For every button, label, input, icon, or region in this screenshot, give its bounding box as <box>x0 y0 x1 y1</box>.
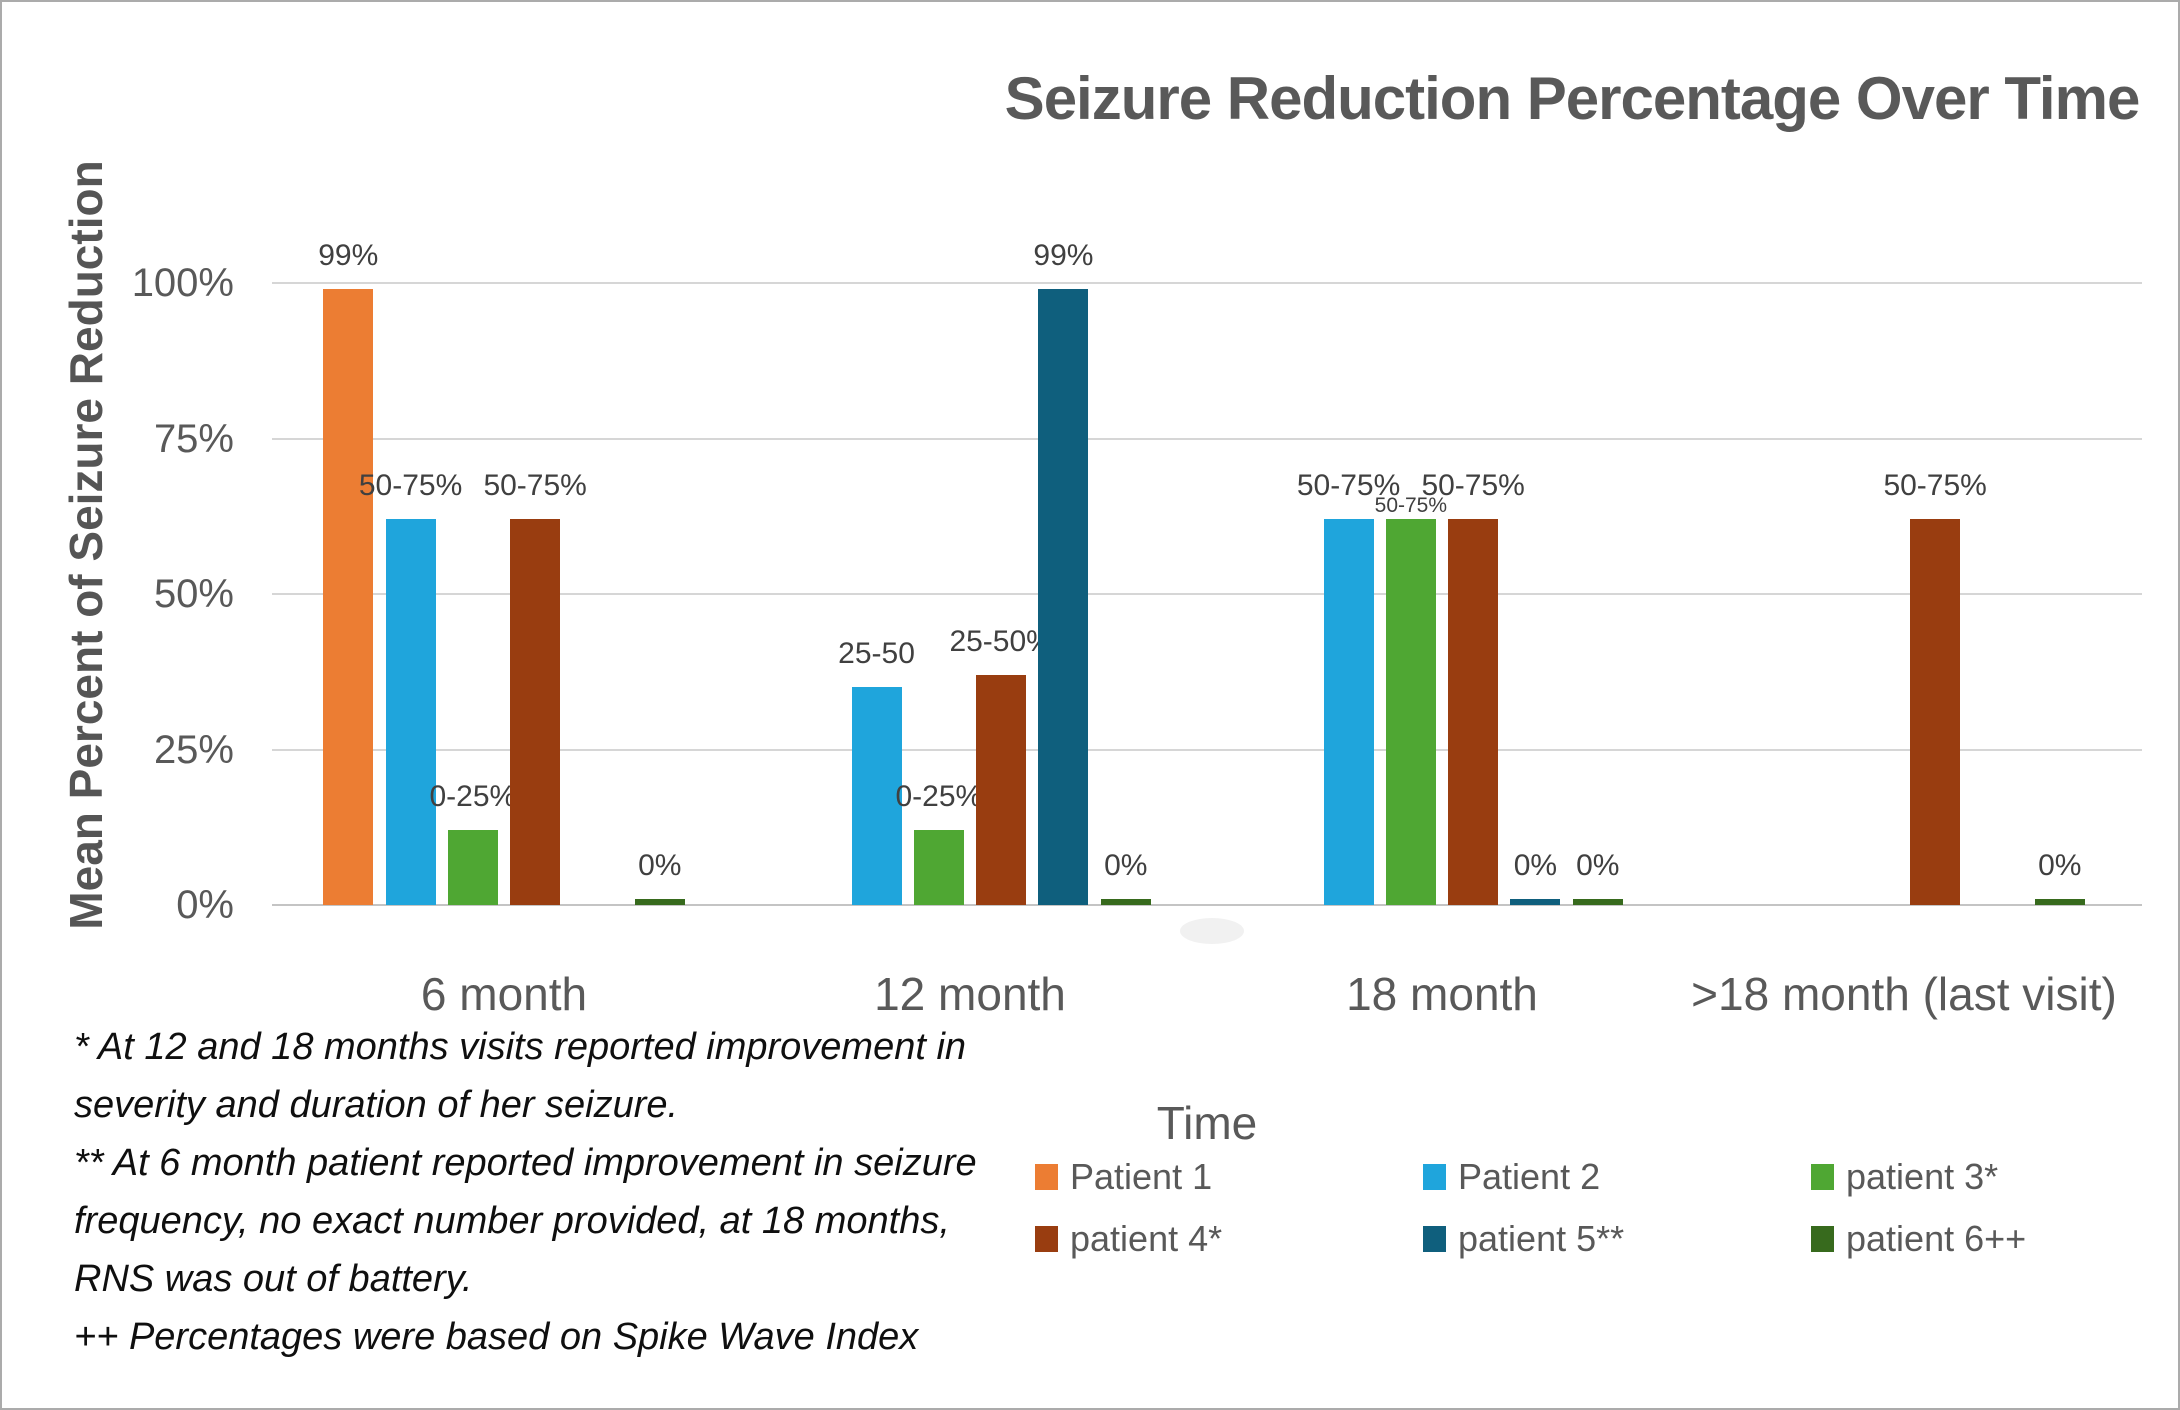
x-category-label: 18 month <box>1346 968 1538 1020</box>
footnote-line: severity and duration of her seizure. <box>74 1084 679 1126</box>
bar-patient-6--2 <box>1100 898 1151 905</box>
bar-patient-2-2 <box>851 687 902 905</box>
footnote-line: frequency, no exact number provided, at … <box>74 1200 950 1242</box>
footnote-line: * At 12 and 18 months visits reported im… <box>74 1026 967 1068</box>
legend-label: Patient 2 <box>1458 1156 1601 1197</box>
legend-swatch-icon <box>1035 1226 1058 1252</box>
bar-value-label: 50-75% <box>483 469 587 503</box>
bar-patient-3--1 <box>447 830 498 905</box>
bar-value-label: 0-25% <box>429 780 517 814</box>
bar-patient-4--1 <box>510 519 561 905</box>
legend-item-patient-3-: patient 3* <box>1811 1156 1999 1197</box>
gridline <box>272 748 2142 751</box>
footnotes: * At 12 and 18 months visits reported im… <box>74 1018 1054 1366</box>
bar-patient-4--4 <box>1910 519 1961 905</box>
bar-patient-1-1 <box>323 289 374 905</box>
bar-patient-6--3 <box>1572 898 1623 905</box>
bar-patient-2-3 <box>1323 519 1374 905</box>
legend-label: Patient 1 <box>1070 1156 1213 1197</box>
legend-label: patient 6++ <box>1846 1218 2027 1259</box>
bar-patient-6--1 <box>634 898 685 905</box>
bar-value-label: 0% <box>1104 848 1148 882</box>
x-axis-line <box>272 904 2142 906</box>
bar-value-label: 0% <box>2038 848 2082 882</box>
footnote-line: RNS was out of battery. <box>74 1258 473 1300</box>
bar-patient-6--4 <box>2034 898 2085 905</box>
bar-patient-3--2 <box>913 830 964 905</box>
legend-swatch-icon <box>1423 1164 1446 1190</box>
bar-value-label: 99% <box>318 239 379 273</box>
legend-label: patient 3* <box>1846 1156 1999 1197</box>
bar-value-label: 99% <box>1033 239 1094 273</box>
bar-value-label: 50-75% <box>1883 469 1987 503</box>
bar-value-label: 0-25% <box>895 780 983 814</box>
bar-value-label: 0% <box>1576 848 1620 882</box>
bar-value-label: 50-75% <box>1296 469 1401 503</box>
bar-value-label: 50-75% <box>358 469 463 503</box>
y-tick-label: 50% <box>153 572 234 616</box>
legend-label: patient 4* <box>1070 1218 1223 1259</box>
legend-item-patient-6-: patient 6++ <box>1811 1218 2027 1259</box>
y-tick-label: 25% <box>153 727 234 772</box>
x-category-label: 12 month <box>874 968 1066 1020</box>
x-axis-title: Time <box>1156 1097 1258 1149</box>
bar-patient-3--3 <box>1385 519 1436 905</box>
bar-patient-2-1 <box>385 519 436 905</box>
x-category-label: >18 month (last visit) <box>1691 968 2117 1020</box>
bar-patient-5--2 <box>1038 289 1089 905</box>
y-tick-label: 0% <box>176 883 234 927</box>
footnote-line: ++ Percentages were based on Spike Wave … <box>74 1316 919 1358</box>
render-artifact <box>1180 918 1244 944</box>
bar-value-label: 25-50% <box>949 624 1053 658</box>
legend-swatch-icon <box>1811 1226 1834 1252</box>
legend-item-patient-2: Patient 2 <box>1423 1156 1601 1197</box>
gridline <box>272 282 2142 284</box>
y-tick-label: 100% <box>131 261 234 305</box>
legend-item-patient-4-: patient 4* <box>1035 1218 1223 1259</box>
legend-item-patient-1: Patient 1 <box>1035 1156 1213 1197</box>
legend-item-patient-5-: patient 5** <box>1423 1218 1625 1259</box>
footnote-line: ** At 6 month patient reported improveme… <box>74 1142 977 1184</box>
bar-value-label: 25-50 <box>838 637 915 671</box>
bar-patient-4--2 <box>976 674 1027 905</box>
legend-swatch-icon <box>1423 1226 1446 1252</box>
legend-swatch-icon <box>1811 1164 1834 1190</box>
x-category-label: 6 month <box>420 968 588 1020</box>
chart-title: Seizure Reduction Percentage Over Time <box>1004 65 2141 132</box>
bar-patient-5--3 <box>1510 898 1561 905</box>
bar-value-label: 0% <box>1513 848 1558 882</box>
legend-swatch-icon <box>1035 1164 1058 1190</box>
bar-value-label: 50-75% <box>1421 469 1525 503</box>
legend-label: patient 5** <box>1458 1218 1625 1259</box>
bar-value-label: 0% <box>638 848 682 882</box>
bar-patient-4--3 <box>1448 519 1499 905</box>
gridline <box>272 593 2142 595</box>
bar-value-label: 50-75% <box>1374 494 1448 518</box>
y-tick-label: 75% <box>153 416 234 461</box>
gridline <box>272 437 2142 440</box>
